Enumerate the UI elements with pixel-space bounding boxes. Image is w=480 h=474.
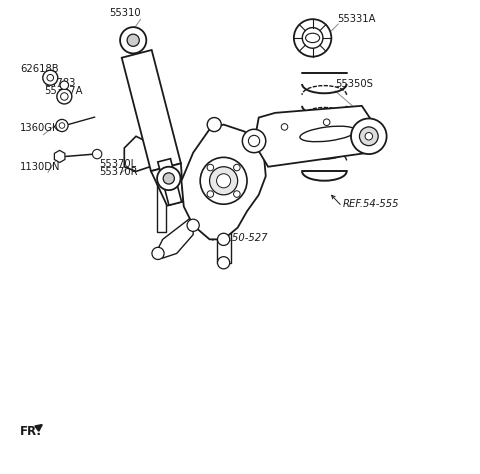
Polygon shape [124,137,150,172]
Polygon shape [216,230,230,263]
Circle shape [120,27,146,54]
Text: REF.50-527: REF.50-527 [212,233,268,243]
Circle shape [59,123,65,128]
Circle shape [93,149,102,159]
Circle shape [351,118,386,154]
Circle shape [234,164,240,171]
Circle shape [47,74,54,81]
Circle shape [56,119,68,132]
Circle shape [127,34,139,46]
Circle shape [216,174,230,188]
Text: 34783: 34783 [44,78,75,88]
Circle shape [281,124,288,130]
Circle shape [200,157,247,204]
Circle shape [324,119,330,126]
Polygon shape [158,159,181,205]
Circle shape [207,118,221,132]
Circle shape [57,89,72,104]
Ellipse shape [306,33,320,43]
Text: 55370L: 55370L [99,159,137,169]
Circle shape [294,19,331,57]
Circle shape [242,129,266,153]
Text: 55350S: 55350S [335,80,373,90]
Circle shape [249,136,260,146]
Polygon shape [254,106,373,167]
Circle shape [302,27,323,48]
Circle shape [360,127,378,146]
Circle shape [187,219,199,231]
Polygon shape [158,216,193,258]
Circle shape [207,191,214,197]
Circle shape [207,164,214,171]
Text: 1130DN: 1130DN [20,163,60,173]
Circle shape [60,93,68,100]
Circle shape [234,191,240,197]
Polygon shape [157,127,167,176]
Circle shape [217,257,230,269]
Circle shape [43,70,58,85]
Circle shape [60,81,69,90]
Text: 55370R: 55370R [99,167,138,177]
Circle shape [210,167,238,195]
Text: 62618B: 62618B [20,64,59,74]
Polygon shape [54,150,65,163]
Ellipse shape [300,126,356,142]
Circle shape [157,167,180,190]
Circle shape [163,173,174,184]
Text: 55331A: 55331A [337,14,376,24]
Polygon shape [181,125,266,239]
Text: 1360GK: 1360GK [20,123,60,133]
Text: REF.54-555: REF.54-555 [343,199,399,209]
Circle shape [365,133,372,140]
Polygon shape [151,164,183,206]
Circle shape [217,233,230,246]
Text: FR.: FR. [20,425,42,438]
Circle shape [152,247,164,259]
Text: 55310: 55310 [109,8,141,18]
Text: 55347A: 55347A [44,85,83,96]
Polygon shape [122,50,181,171]
